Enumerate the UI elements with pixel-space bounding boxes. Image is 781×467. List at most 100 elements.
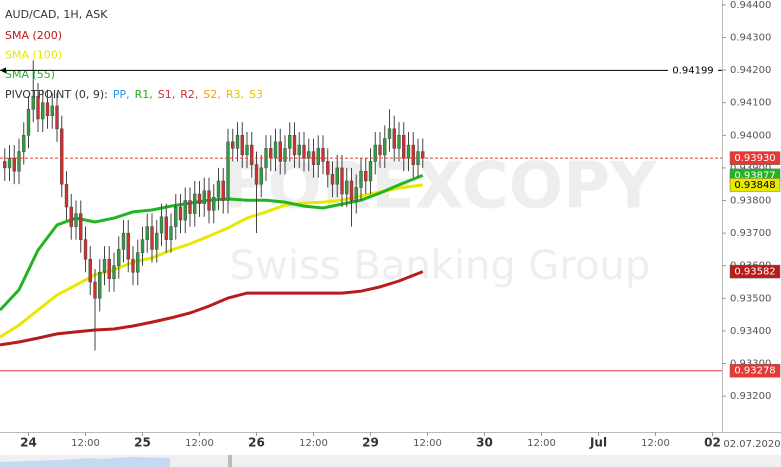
candle-body xyxy=(188,200,192,214)
pivot-item: S3 xyxy=(249,88,263,101)
price-box xyxy=(729,178,781,192)
candle-body xyxy=(150,226,154,250)
candle-body xyxy=(245,144,249,156)
candle-body xyxy=(197,193,202,205)
candle-body xyxy=(159,216,164,234)
price-label: 0.93877 xyxy=(734,170,775,181)
candle-body xyxy=(136,252,140,273)
candle-body xyxy=(121,232,126,250)
candle-body xyxy=(292,135,297,156)
candle-body xyxy=(383,138,387,156)
candle-body xyxy=(178,206,183,221)
candle-body xyxy=(373,144,377,162)
candle-body xyxy=(3,161,7,169)
candle-body xyxy=(60,128,64,185)
pivot-item: R2, xyxy=(180,88,198,101)
candle-body xyxy=(392,128,396,149)
pivot-item: S1, xyxy=(158,88,175,101)
candle-body xyxy=(326,161,330,175)
price-box xyxy=(729,151,781,165)
navigator-handle xyxy=(228,455,232,467)
candle-body xyxy=(55,105,59,130)
candle-body xyxy=(302,144,306,159)
candle-body xyxy=(155,232,159,250)
candle-body xyxy=(36,95,40,120)
x-tick-label: 12:00 xyxy=(641,438,670,449)
pivot-label: PIVOTPOINT (0, 9): xyxy=(5,88,108,101)
y-tick-label: 0.93800 xyxy=(730,196,771,207)
candle-body xyxy=(387,128,392,139)
candle-body xyxy=(145,226,149,240)
candle-body xyxy=(368,161,373,182)
y-tick-label: 0.93500 xyxy=(730,293,771,304)
price-label: 0.93848 xyxy=(734,180,775,191)
x-tick-label: 30 xyxy=(476,436,493,450)
candle-body xyxy=(64,183,69,208)
price-label: 0.93278 xyxy=(734,366,775,377)
legend-entry: SMA (55) xyxy=(5,68,55,81)
candle-body xyxy=(131,258,135,273)
candle-body xyxy=(22,135,26,152)
candle-body xyxy=(378,144,382,156)
x-tick-label: 12:00 xyxy=(71,438,100,449)
candle-body xyxy=(50,105,54,116)
candle-body xyxy=(164,216,168,240)
candle-body xyxy=(259,167,263,185)
candle-body xyxy=(359,170,363,188)
navigator xyxy=(0,455,781,467)
candle-body xyxy=(254,164,259,185)
pivot-item: R3, xyxy=(226,88,244,101)
candle-body xyxy=(74,213,78,227)
x-tick-label: 24 xyxy=(20,436,37,450)
candle-body xyxy=(273,141,278,159)
candle-body xyxy=(193,193,197,214)
price-box xyxy=(668,63,718,77)
watermark-title: FOREXCOPY xyxy=(224,150,657,224)
y-tick-label: 0.93700 xyxy=(730,228,771,239)
x-tick-label: 12:00 xyxy=(299,438,328,449)
candle-body xyxy=(98,271,102,299)
candle-body xyxy=(31,95,35,110)
candle-body xyxy=(12,157,16,172)
candle-body xyxy=(231,141,235,149)
candle-body xyxy=(174,206,178,227)
candle-body xyxy=(169,226,173,240)
candle-body xyxy=(240,135,244,156)
candle-body xyxy=(221,180,225,201)
candle-body xyxy=(411,144,415,165)
y-tick-label: 0.93400 xyxy=(730,326,771,337)
candle-body xyxy=(297,144,301,156)
candle-body xyxy=(278,141,282,162)
candle-body xyxy=(88,258,92,283)
chart-title: AUD/CAD, 1H, ASK xyxy=(5,8,108,21)
candle-body xyxy=(45,102,50,116)
candle-body xyxy=(269,148,273,159)
y-tick-label: 0.94300 xyxy=(730,32,771,43)
candle-body xyxy=(235,135,240,149)
candle-body xyxy=(345,180,349,195)
x-tick-label: 29 xyxy=(362,436,379,450)
sma-line xyxy=(0,270,424,347)
watermark: FOREXCOPY Swiss Banking Group xyxy=(224,150,657,289)
candle-body xyxy=(397,135,401,149)
navigator-area xyxy=(0,457,170,467)
price-label: 0.94199 xyxy=(672,65,713,76)
candle-body xyxy=(79,213,83,240)
y-tick-label: 0.94200 xyxy=(730,65,771,76)
y-tick-label: 0.94100 xyxy=(730,98,771,109)
x-tick-label: 25 xyxy=(134,436,151,450)
candle-body xyxy=(183,200,187,221)
candle-body xyxy=(349,180,354,201)
sma-line xyxy=(0,183,423,339)
candle-body xyxy=(288,135,292,149)
candle-body xyxy=(421,151,425,159)
candle-body xyxy=(307,151,311,159)
candle-body xyxy=(126,232,130,260)
legend-entry: SMA (100) xyxy=(5,49,62,62)
candle-body xyxy=(41,102,45,120)
price-line-arrow xyxy=(0,67,6,74)
x-tick-label: 26 xyxy=(248,436,265,450)
candle-body xyxy=(69,206,73,227)
